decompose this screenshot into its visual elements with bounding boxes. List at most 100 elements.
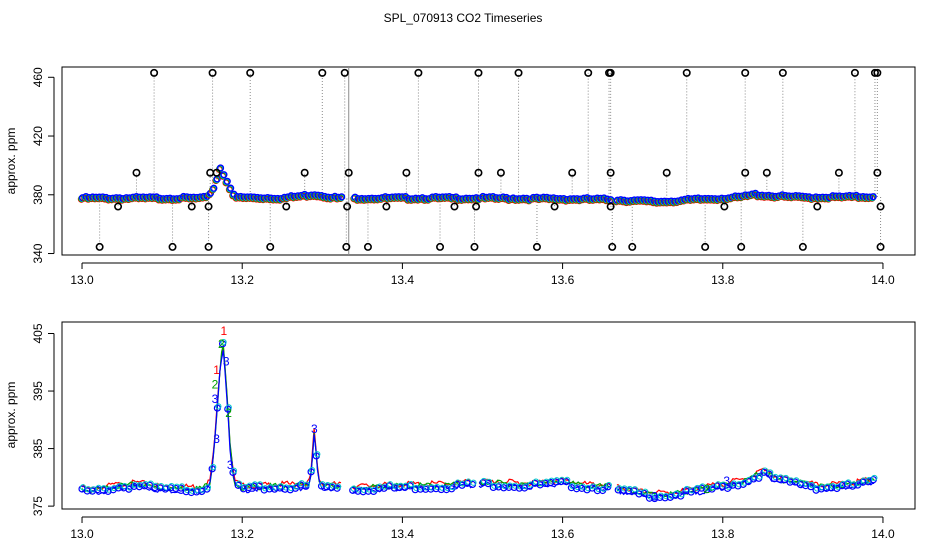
top-data-point [220, 171, 228, 179]
bottom-data-point [746, 476, 753, 484]
top-outlier-point [414, 68, 423, 77]
bottom-data-point [178, 483, 186, 490]
top-x-tick-label: 13.0 [70, 273, 94, 287]
top-outlier-point [813, 202, 822, 211]
bottom-point-label: 1 [220, 324, 227, 338]
top-outlier-point [266, 242, 275, 251]
bottom-x-tick-label: 13.2 [231, 527, 255, 540]
bottom-data-point [371, 486, 378, 493]
bottom-data-point [761, 467, 769, 474]
top-y-tick-label: 460 [31, 67, 45, 87]
bottom-y-tick-label: 375 [31, 496, 45, 516]
top-x-tick-label: 14.0 [871, 273, 895, 287]
top-outlier-point [834, 168, 843, 177]
top-outlier-point [342, 242, 351, 251]
top-outlier-point [402, 168, 411, 177]
top-outlier-point [208, 68, 217, 77]
top-data-point [210, 184, 218, 192]
bottom-data-point [741, 479, 748, 486]
bottom-x-tick-label: 13.4 [391, 527, 415, 540]
top-outlier-point [168, 242, 177, 251]
bottom-point-label: 3 [213, 432, 220, 446]
top-outlier-point [798, 242, 807, 251]
top-outlier-point [363, 242, 372, 251]
bottom-x-tick-label: 13.6 [551, 527, 575, 540]
top-data-point [223, 177, 231, 185]
top-outlier-point [344, 168, 353, 177]
bottom-data-point [314, 451, 321, 458]
bottom-panel-frame [61, 321, 916, 510]
top-outlier-point [496, 168, 505, 177]
bottom-series-2-line [81, 344, 875, 498]
bottom-data-point [845, 479, 852, 486]
top-data-point [869, 193, 877, 201]
bottom-data-point [584, 485, 592, 492]
top-y-tick-label: 340 [31, 243, 45, 263]
bottom-data-point [642, 488, 649, 495]
top-outlier-point [876, 242, 885, 251]
bottom-data-point [485, 478, 493, 485]
bottom-y-tick-label: 385 [31, 438, 45, 458]
bottom-data-point [631, 486, 638, 493]
top-outlier-point [132, 168, 141, 177]
top-outlier-point [340, 68, 349, 77]
bottom-point-label: 3 [227, 458, 234, 472]
bottom-data-point [459, 480, 467, 487]
top-outlier-point [282, 202, 291, 211]
top-outlier-point [682, 68, 691, 77]
bottom-data-point [407, 481, 415, 488]
top-panel-frame [61, 66, 916, 256]
top-outlier-point [737, 242, 746, 251]
bottom-data-points [78, 339, 878, 503]
bottom-data-point [293, 483, 300, 490]
top-x-tick-label: 13.2 [231, 273, 255, 287]
top-x-tick-label: 13.8 [711, 273, 735, 287]
bottom-point-label: 3 [311, 422, 318, 436]
top-outlier-point [382, 202, 391, 211]
bottom-data-point [793, 477, 800, 484]
bottom-point-label: 3 [212, 392, 219, 406]
top-outlier-point [436, 242, 445, 251]
top-outlier-point [850, 68, 859, 77]
bottom-data-point [834, 483, 842, 490]
top-outlier-point [870, 68, 879, 77]
top-outlier-point [876, 202, 885, 211]
top-x-tick-label: 13.4 [391, 273, 415, 287]
top-outlier-point [474, 168, 483, 177]
top-data-points [77, 164, 877, 207]
bottom-data-point [147, 480, 154, 487]
top-dotted-excursions [99, 67, 882, 255]
figure-title: SPL_070913 CO2 Timeseries [384, 11, 543, 25]
top-outlier-point [568, 168, 577, 177]
top-outlier-point [720, 202, 729, 211]
top-y-tick-label: 380 [31, 184, 45, 204]
bottom-data-point [470, 479, 477, 486]
top-outlier-point [204, 202, 213, 211]
bottom-data-point [308, 467, 316, 474]
bottom-panel-y-axis-label: approx. ppm [4, 382, 18, 449]
top-data-point [216, 164, 225, 172]
top-outlier-point [187, 202, 196, 211]
bottom-series-2 [81, 344, 875, 498]
top-outlier-points [95, 68, 885, 251]
bottom-data-point [725, 483, 732, 490]
bottom-data-point [689, 487, 696, 494]
bottom-data-point [126, 484, 133, 491]
bottom-data-point [230, 467, 238, 474]
bottom-data-point [303, 481, 310, 488]
bottom-y-tick-label: 405 [31, 323, 45, 343]
bottom-point-label: 3 [723, 474, 730, 488]
top-outlier-point [212, 168, 221, 177]
bottom-data-point [709, 484, 717, 491]
top-panel-y-axis-label: approx. ppm [4, 128, 18, 195]
bottom-data-point [111, 484, 118, 492]
bottom-point-label: 1 [213, 363, 220, 377]
bottom-data-point [564, 476, 571, 483]
bottom-series-1-line [81, 346, 875, 495]
bottom-data-point [256, 481, 264, 488]
bottom-data-point [199, 486, 206, 493]
bottom-data-point [79, 484, 87, 491]
top-outlier-point [150, 68, 159, 77]
